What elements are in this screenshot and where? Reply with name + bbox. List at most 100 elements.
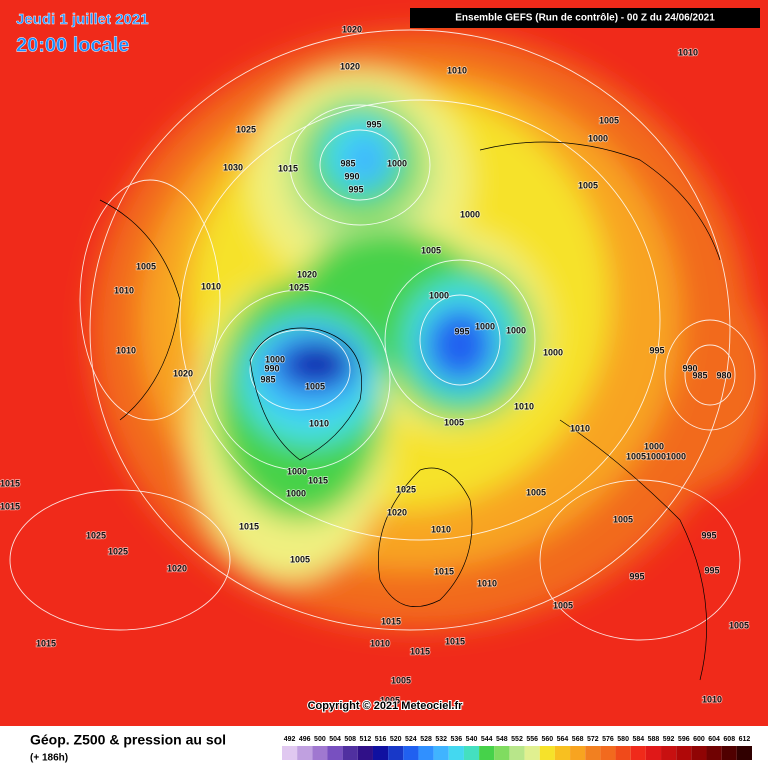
colorbar-swatch <box>691 746 707 760</box>
isobar-label: 1025 <box>289 282 309 292</box>
colorbar-label: 504 <box>329 736 341 743</box>
isobar-label: 1005 <box>391 675 411 685</box>
colorbar-swatch <box>585 746 601 760</box>
isobar-label: 995 <box>366 119 381 129</box>
isobar-label: 1020 <box>387 507 407 517</box>
colorbar-label: 608 <box>723 736 735 743</box>
isobar-label: 1010 <box>514 401 534 411</box>
isobar-label: 1010 <box>370 638 390 648</box>
colorbar-swatch <box>721 746 737 760</box>
isobar-label: 1005 <box>290 554 310 564</box>
isobar-label: 985 <box>260 374 275 384</box>
isobar-label: 1000 <box>646 451 666 461</box>
colorbar-swatch <box>388 746 404 760</box>
colorbar-label: 564 <box>557 736 569 743</box>
isobar-label: 1030 <box>223 162 243 172</box>
colorbar-label: 516 <box>375 736 387 743</box>
colorbar-label: 544 <box>481 736 493 743</box>
isobar-label: 1010 <box>570 423 590 433</box>
colorbar-swatch <box>448 746 464 760</box>
model-info: Ensemble GEFS (Run de contrôle) - 00 Z d… <box>455 13 715 24</box>
isobar-label: 1000 <box>543 347 563 357</box>
isobar-label: 1020 <box>297 269 317 279</box>
colorbar-label: 536 <box>451 736 463 743</box>
colorbar-swatch <box>630 746 646 760</box>
isobar-label: 1005 <box>553 600 573 610</box>
copyright: Copyright © 2021 Meteociel.fr <box>308 700 464 712</box>
colorbar-label: 524 <box>405 736 417 743</box>
colorbar-label: 540 <box>466 736 478 743</box>
colorbar-swatch <box>661 746 677 760</box>
isobar-label: 1010 <box>678 47 698 57</box>
isobar-label: 980 <box>716 370 731 380</box>
isobar-label: 1005 <box>599 115 619 125</box>
colorbar-swatch <box>570 746 586 760</box>
isobar-label: 1015 <box>410 646 430 656</box>
colorbar-label: 560 <box>541 736 553 743</box>
isobar-label: 1010 <box>431 524 451 534</box>
isobar-label: 1010 <box>702 694 722 704</box>
isobar-label: 1005 <box>444 417 464 427</box>
colorbar-swatch <box>615 746 631 760</box>
colorbar-swatch <box>509 746 525 760</box>
isobar-label: 1015 <box>36 638 56 648</box>
colorbar-swatch <box>645 746 662 760</box>
colorbar-label: 612 <box>739 736 751 743</box>
colorbar-swatch <box>312 746 328 760</box>
isobar-label: 1000 <box>429 290 449 300</box>
isobar-label: 1015 <box>381 616 401 626</box>
colorbar-swatch <box>494 746 510 760</box>
footer-title: Géop. Z500 & pression au sol <box>30 732 226 748</box>
isobar-label: 1010 <box>201 281 221 291</box>
isobar-label: 1020 <box>340 61 360 71</box>
colorbar-label: 512 <box>360 736 372 743</box>
colorbar-label: 580 <box>617 736 629 743</box>
colorbar-label: 576 <box>602 736 614 743</box>
date: Jeudi 1 juillet 2021 <box>16 11 149 28</box>
colorbar-label: 572 <box>587 736 599 743</box>
isobar-label: 985 <box>340 158 355 168</box>
colorbar: 492 496 500 504 508 512 516 520 524 528 532 536 540 5… <box>282 736 752 760</box>
colorbar-label: 532 <box>435 736 447 743</box>
colorbar-label: 552 <box>511 736 523 743</box>
isobar-label: 1025 <box>108 546 128 556</box>
isobar-label: 1005 <box>729 620 749 630</box>
coastlines <box>99 141 721 681</box>
isobar-label: 1000 <box>287 466 307 476</box>
isobar-label: 1000 <box>475 321 495 331</box>
isobar-label: 1005 <box>578 180 598 190</box>
isobar-label: 1000 <box>644 441 664 451</box>
model-box <box>410 8 760 28</box>
isobar-label: 1015 <box>445 636 465 646</box>
colorbar-swatch <box>463 746 480 760</box>
isobar-label: 1000 <box>588 133 608 143</box>
isobar-label: 1000 <box>506 325 526 335</box>
isobar-label: 1020 <box>167 563 187 573</box>
colorbar-label: 588 <box>648 736 660 743</box>
colorbar-swatch <box>676 746 692 760</box>
isobar-label: 1000 <box>286 488 306 498</box>
isobar-label: 995 <box>704 565 719 575</box>
isobar-label: 995 <box>348 184 363 194</box>
colorbar-swatch <box>282 746 298 760</box>
colorbar-label: 592 <box>663 736 675 743</box>
isobar-label: 1005 <box>380 695 400 705</box>
isobar-label: 1015 <box>434 566 454 576</box>
isobar-label: 1015 <box>239 521 259 531</box>
isobar-label: 1010 <box>477 578 497 588</box>
colorbar-label: 528 <box>420 736 432 743</box>
isobar-label: 1015 <box>0 501 20 511</box>
isobar-label: 1000 <box>265 354 285 364</box>
colorbar-swatch <box>418 746 434 760</box>
isobar-label: 1010 <box>116 345 136 355</box>
colorbar-swatch <box>706 746 722 760</box>
isobar-label: 1005 <box>626 451 646 461</box>
isobar-label: 995 <box>454 326 469 336</box>
isobar-label: 1005 <box>613 514 633 524</box>
time: 20:00 locale <box>16 34 129 56</box>
colorbar-swatch <box>327 746 343 760</box>
isobar-label: 1000 <box>666 451 686 461</box>
isobar-label: 1005 <box>526 487 546 497</box>
